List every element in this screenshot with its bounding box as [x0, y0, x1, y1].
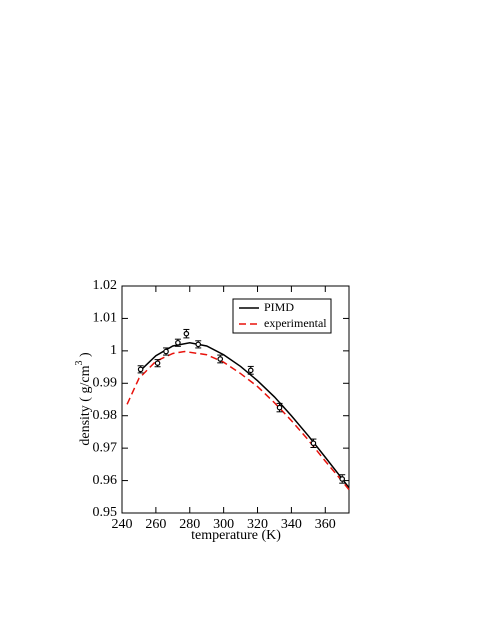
- data-point: [276, 404, 283, 411]
- x-tick-label: 260: [145, 517, 166, 532]
- x-tick-label: 300: [213, 517, 234, 532]
- y-tick-label: 0.96: [93, 473, 118, 488]
- y-tick-label: 0.98: [93, 408, 118, 423]
- data-point: [154, 360, 161, 366]
- data-point: [310, 440, 317, 447]
- legend-box: [232, 298, 332, 334]
- data-point: [175, 339, 181, 346]
- x-tick-label: 240: [112, 517, 133, 532]
- plot-frame: [121, 285, 350, 514]
- y-tick-label: 1: [110, 343, 117, 358]
- y-label-text: density ( g/cm: [78, 365, 93, 445]
- x-tick-label: 340: [281, 517, 302, 532]
- data-point: [137, 366, 144, 373]
- y-label-sup: 3: [74, 361, 85, 366]
- legend-label: PIMD: [264, 300, 294, 314]
- data-point: [163, 348, 169, 355]
- y-tick-label: 0.97: [93, 440, 118, 455]
- data-point: [183, 330, 190, 337]
- y-axis-label: density ( g/cm3 ): [74, 352, 93, 446]
- series-line: [126, 350, 350, 491]
- y-tick-label: 1.01: [93, 311, 118, 326]
- data-point: [217, 356, 224, 362]
- y-tick-label: 0.95: [93, 505, 118, 520]
- y-label-end: ): [78, 352, 93, 361]
- legend-label: experimental: [264, 316, 327, 330]
- y-tick-label: 1.02: [93, 278, 118, 293]
- data-point: [339, 476, 346, 482]
- y-tick-label: 0.99: [93, 376, 118, 391]
- series-line: [138, 341, 350, 489]
- x-tick-label: 280: [179, 517, 200, 532]
- x-tick-label: 320: [247, 517, 268, 532]
- x-tick-label: 360: [315, 517, 336, 532]
- data-point: [247, 367, 254, 374]
- x-axis-label: temperature (K): [191, 528, 281, 543]
- data-point: [195, 341, 202, 348]
